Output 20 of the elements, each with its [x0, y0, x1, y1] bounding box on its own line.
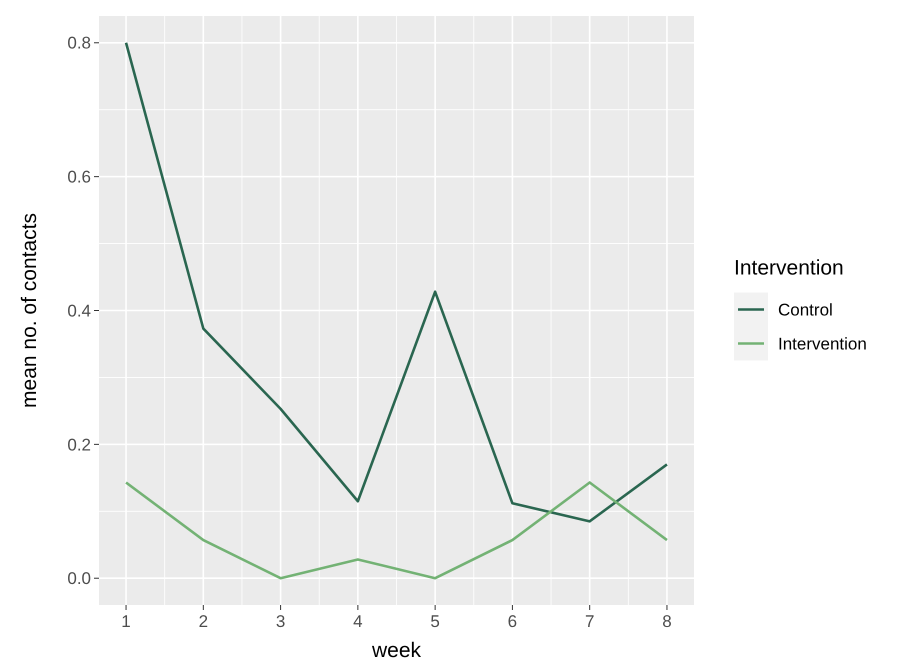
- legend-title: Intervention: [734, 256, 844, 280]
- x-tick-label: 8: [662, 612, 672, 631]
- y-axis-title: mean no. of contacts: [18, 213, 41, 408]
- x-tick-label: 2: [198, 612, 208, 631]
- legend-label: Control: [778, 300, 833, 320]
- line-series: [124, 481, 668, 580]
- x-tick-label: 1: [121, 612, 131, 631]
- y-tick-label: 0.0: [67, 569, 91, 588]
- x-tick-label: 7: [584, 612, 594, 631]
- y-tick-label: 0.4: [67, 301, 91, 320]
- x-tick-label: 6: [508, 612, 518, 631]
- x-tick-label: 5: [430, 612, 440, 631]
- line-series: [124, 41, 668, 523]
- x-axis-title: week: [370, 639, 422, 662]
- x-tick-label: 3: [276, 612, 286, 631]
- y-tick-label: 0.2: [67, 435, 91, 454]
- legend-label: Intervention: [778, 334, 867, 354]
- y-tick-label: 0.6: [67, 168, 91, 187]
- x-tick-label: 4: [353, 612, 363, 631]
- y-tick-label: 0.8: [67, 34, 91, 53]
